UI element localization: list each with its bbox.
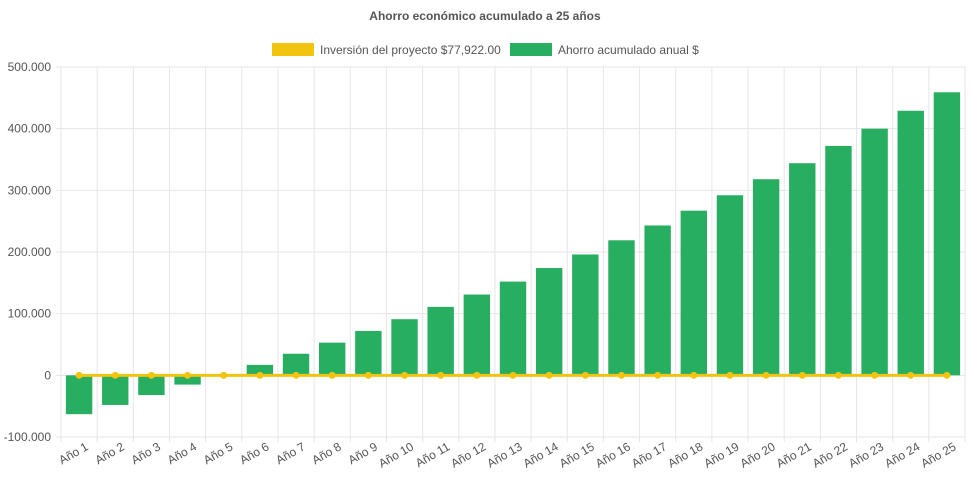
investment-point[interactable] (690, 371, 698, 379)
x-tick-label: Año 17 (629, 439, 669, 470)
y-tick-label: -100.000 (4, 430, 52, 444)
x-tick-label: Año 9 (346, 439, 380, 467)
investment-point[interactable] (401, 371, 409, 379)
y-tick-label: 100.000 (8, 307, 52, 321)
savings-bar[interactable] (246, 364, 274, 376)
x-tick-label: Año 16 (593, 439, 633, 470)
savings-bar[interactable] (933, 92, 961, 376)
savings-bar[interactable] (355, 330, 382, 376)
investment-point[interactable] (147, 371, 155, 379)
x-tick-label: Año 7 (273, 439, 307, 467)
savings-bar[interactable] (644, 225, 671, 376)
savings-bar[interactable] (572, 254, 599, 376)
legend: Inversión del proyecto $77,922.00 Ahorro… (272, 43, 699, 57)
x-tick-label: Año 18 (665, 439, 705, 470)
x-tick-label: Año 11 (413, 439, 452, 470)
legend-label-investment[interactable]: Inversión del proyecto $77,922.00 (320, 43, 501, 57)
y-tick-label: 500.000 (8, 60, 52, 74)
y-tick-label: 300.000 (8, 183, 52, 197)
investment-point[interactable] (328, 371, 336, 379)
x-tick-label: Año 25 (918, 439, 958, 470)
x-tick-label: Año 14 (521, 439, 561, 470)
x-tick-label: Año 13 (485, 439, 525, 470)
savings-bar[interactable] (608, 240, 635, 376)
investment-line (75, 371, 951, 379)
savings-bar[interactable] (752, 179, 780, 376)
x-tick-label: Año 21 (774, 439, 814, 470)
legend-label-savings[interactable]: Ahorro acumulado anual $ (558, 43, 699, 57)
investment-point[interactable] (220, 371, 228, 379)
investment-point[interactable] (437, 371, 445, 379)
savings-bar[interactable] (65, 375, 93, 415)
x-axis-ticks: Año 1 Año 2 Año 3 Año 4 Año 5 Año 6 Año 7 Año 8… (56, 439, 958, 470)
x-tick-label: Año 4 (165, 439, 199, 467)
savings-bar[interactable] (535, 268, 563, 376)
x-tick-label: Año 10 (376, 439, 416, 470)
investment-point[interactable] (654, 371, 662, 379)
savings-bar[interactable] (897, 110, 924, 376)
investment-point[interactable] (292, 371, 300, 379)
x-tick-label: Año 8 (310, 439, 344, 467)
savings-bar[interactable] (102, 375, 129, 405)
investment-point[interactable] (762, 371, 770, 379)
x-tick-label: Año 22 (810, 439, 850, 470)
investment-point[interactable] (364, 371, 372, 379)
savings-bar[interactable] (174, 375, 201, 385)
savings-bar[interactable] (319, 342, 346, 376)
investment-point[interactable] (509, 371, 517, 379)
investment-point[interactable] (871, 371, 879, 379)
investment-point[interactable] (111, 371, 119, 379)
x-tick-label: Año 15 (557, 439, 597, 470)
x-tick-label: Año 5 (201, 439, 235, 467)
x-tick-label: Año 6 (237, 439, 271, 467)
x-tick-label: Año 2 (93, 439, 127, 467)
y-tick-label: 400.000 (8, 122, 52, 136)
investment-point[interactable] (834, 371, 842, 379)
investment-point[interactable] (545, 371, 553, 379)
x-tick-label: Año 20 (738, 439, 778, 470)
x-tick-label: Año 3 (129, 439, 163, 467)
y-tick-label: 0 (44, 368, 51, 382)
investment-point[interactable] (798, 371, 806, 379)
savings-bar[interactable] (680, 210, 707, 376)
savings-bar[interactable] (861, 128, 888, 376)
investment-point[interactable] (726, 371, 734, 379)
investment-point[interactable] (256, 371, 264, 379)
x-tick-label: Año 1 (56, 439, 90, 467)
savings-bar[interactable] (499, 281, 527, 376)
savings-bar[interactable] (391, 319, 418, 376)
savings-bar[interactable] (789, 163, 816, 376)
x-tick-label: Año 24 (882, 439, 922, 470)
bars (65, 92, 961, 415)
investment-point[interactable] (184, 371, 192, 379)
investment-point[interactable] (75, 371, 83, 379)
legend-swatch-investment[interactable] (272, 43, 314, 56)
chart-title: Ahorro económico acumulado a 25 años (369, 9, 601, 23)
investment-point[interactable] (581, 371, 589, 379)
x-tick-label: Año 19 (702, 439, 742, 470)
x-tick-label: Año 23 (846, 439, 886, 470)
y-axis-ticks: 500.000 400.000 300.000 200.000 100.000 0 -100… (4, 60, 52, 444)
y-tick-label: 200.000 (8, 245, 52, 259)
x-tick-label: Año 12 (448, 439, 488, 470)
savings-bar[interactable] (427, 306, 454, 376)
legend-swatch-savings[interactable] (510, 43, 552, 56)
savings-bar[interactable] (138, 375, 165, 396)
investment-point[interactable] (907, 371, 915, 379)
savings-bar[interactable] (463, 294, 491, 376)
investment-point[interactable] (617, 371, 625, 379)
savings-bar[interactable] (282, 353, 310, 376)
investment-point[interactable] (943, 371, 951, 379)
investment-point[interactable] (473, 371, 481, 379)
savings-bar[interactable] (716, 195, 744, 376)
savings-bar[interactable] (825, 145, 852, 376)
